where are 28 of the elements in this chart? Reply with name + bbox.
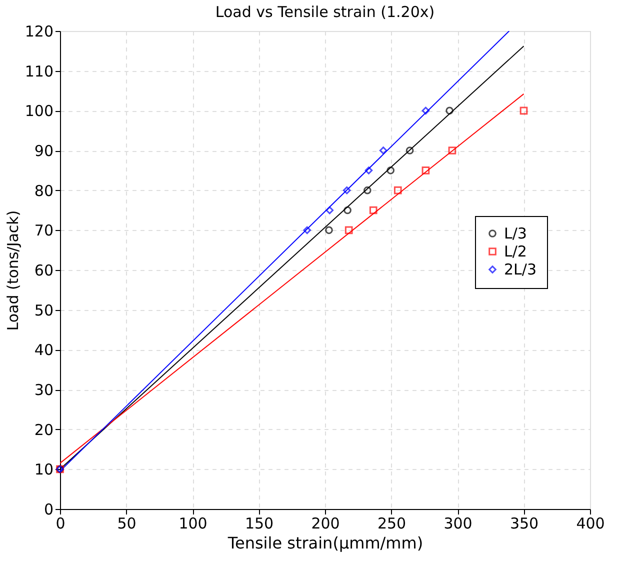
- y-tick-label: 50: [34, 301, 54, 320]
- y-tick-label: 110: [24, 62, 54, 80]
- y-tick-label: 70: [34, 222, 54, 240]
- y-tick-label: 20: [34, 420, 54, 439]
- x-tick-label: 300: [444, 514, 472, 532]
- y-tick-label: 100: [24, 102, 54, 120]
- y-tick-label: 30: [34, 381, 54, 399]
- x-tick-label: 50: [117, 514, 136, 532]
- y-tick-label: 60: [34, 262, 54, 280]
- y-tick-label: 120: [24, 22, 54, 40]
- x-tick-label: 100: [178, 514, 208, 532]
- y-axis-title: Load (tons/Jack): [4, 210, 22, 331]
- x-tick-label: 350: [510, 514, 539, 532]
- y-tick-label: 80: [34, 182, 54, 200]
- y-tick-label: 90: [34, 142, 54, 160]
- y-tick-label: 10: [34, 460, 54, 479]
- chart-title: Load vs Tensile strain (1.20x): [215, 3, 435, 21]
- y-tick-label: 0: [44, 500, 54, 518]
- x-tick-label: 250: [377, 514, 406, 532]
- x-tick-label: 0: [56, 514, 66, 532]
- legend-label: 2L/3: [504, 260, 536, 278]
- legend-label: L/3: [504, 224, 527, 242]
- x-axis-title: Tensile strain(μmm/mm): [226, 534, 424, 552]
- legend-label: L/2: [504, 242, 527, 260]
- y-tick-label: 40: [34, 341, 54, 360]
- x-tick-label: 200: [311, 514, 340, 532]
- x-tick-label: 400: [576, 514, 605, 532]
- x-tick-label: 150: [244, 514, 274, 532]
